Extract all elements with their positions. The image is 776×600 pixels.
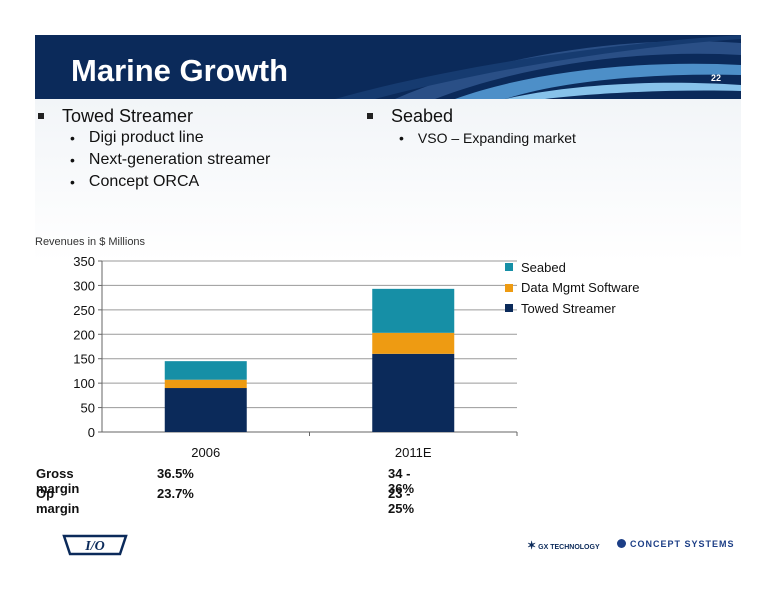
- y-tick-label: 100: [73, 376, 95, 391]
- bullets-right: Seabed • VSO – Expanding market: [367, 105, 576, 149]
- bullet-heading-text: Seabed: [391, 106, 454, 126]
- concept-systems-text: CONCEPT SYSTEMS: [630, 539, 735, 549]
- dot-bullet-icon: •: [70, 130, 75, 146]
- bullet-heading-text: Towed Streamer: [62, 106, 194, 126]
- y-tick-label: 250: [73, 303, 95, 318]
- bullet-heading-right: Seabed: [367, 105, 576, 127]
- legend-swatch: [505, 263, 513, 272]
- bullets-left: Towed Streamer • Digi product line • Next-…: [38, 105, 270, 193]
- page-number: 22: [710, 73, 721, 83]
- dot-bullet-icon: •: [70, 152, 75, 168]
- y-tick-label: 50: [81, 401, 95, 416]
- bar-segment-seabed: [372, 288, 455, 333]
- bar-segment-towed-streamer: [372, 353, 455, 432]
- legend-label: Seabed: [521, 259, 566, 275]
- slide: Marine Growth 22: [35, 35, 741, 565]
- metric-label: Gross margin: [36, 466, 80, 496]
- revenue-chart: 0 50 100 150 200 250 300 350 2006 2011E: [73, 254, 518, 460]
- globe-icon: [617, 539, 626, 548]
- dot-bullet-icon: •: [399, 130, 404, 146]
- chart-legend: Seabed Data Mgmt Software Towed Streamer: [505, 257, 640, 319]
- bar-segment-seabed: [164, 361, 247, 380]
- square-bullet-icon: [367, 113, 373, 119]
- io-logo: I/O: [62, 534, 128, 556]
- legend-label: Towed Streamer: [521, 300, 616, 316]
- y-tick-label: 150: [73, 352, 95, 367]
- bar-segment-towed-streamer: [164, 388, 247, 432]
- title-bar: Marine Growth 22: [35, 35, 741, 99]
- concept-systems-logo: CONCEPT SYSTEMS: [617, 539, 735, 549]
- metric-value: 36.5%: [157, 466, 194, 481]
- y-tick-label: 0: [88, 425, 95, 440]
- legend-item-data-mgmt: Data Mgmt Software: [505, 278, 640, 299]
- bar-segment-data-mgmt-software: [164, 379, 247, 389]
- header-swoosh-graphic: [335, 35, 741, 99]
- x-tick-label: 2011E: [395, 445, 432, 460]
- legend-swatch: [505, 304, 513, 313]
- bullet-sub-item: • Concept ORCA: [38, 171, 270, 193]
- metric-value: 23.7%: [157, 486, 194, 501]
- y-tick-label: 350: [73, 254, 95, 269]
- io-logo-text: I/O: [84, 539, 104, 554]
- legend-label: Data Mgmt Software: [521, 280, 640, 296]
- bullet-sub-text: Next-generation streamer: [88, 151, 271, 168]
- legend-item-towed-streamer: Towed Streamer: [505, 298, 640, 319]
- y-axis-title: Revenues in $ Millions: [35, 236, 146, 248]
- bullet-heading-left: Towed Streamer: [38, 105, 270, 127]
- gx-technology-logo: ✶ GX TECHNOLOGY: [527, 539, 600, 552]
- bullet-sub-text: Concept ORCA: [88, 173, 200, 190]
- bullet-sub-item: • VSO – Expanding market: [367, 127, 576, 149]
- y-tick-label: 200: [73, 327, 95, 342]
- dot-bullet-icon: •: [70, 174, 75, 190]
- metric-label: Op margin: [36, 486, 80, 516]
- metric-value: 34 - 36%: [388, 466, 415, 496]
- legend-swatch: [505, 283, 513, 292]
- bullet-sub-item: • Digi product line: [38, 127, 270, 149]
- metric-value: 23 - 25%: [388, 486, 415, 516]
- bar-segment-data-mgmt-software: [372, 332, 455, 354]
- x-tick-label: 2006: [191, 445, 220, 460]
- gx-technology-text: GX TECHNOLOGY: [538, 544, 600, 551]
- bullet-sub-text: Digi product line: [88, 129, 204, 146]
- slide-title: Marine Growth: [71, 53, 289, 88]
- bullet-sub-text: VSO – Expanding market: [417, 130, 576, 146]
- gx-star-icon: ✶: [527, 540, 537, 552]
- square-bullet-icon: [38, 113, 44, 119]
- y-tick-label: 300: [73, 278, 95, 293]
- bullet-sub-item: • Next-generation streamer: [38, 149, 270, 171]
- legend-item-seabed: Seabed: [505, 257, 640, 278]
